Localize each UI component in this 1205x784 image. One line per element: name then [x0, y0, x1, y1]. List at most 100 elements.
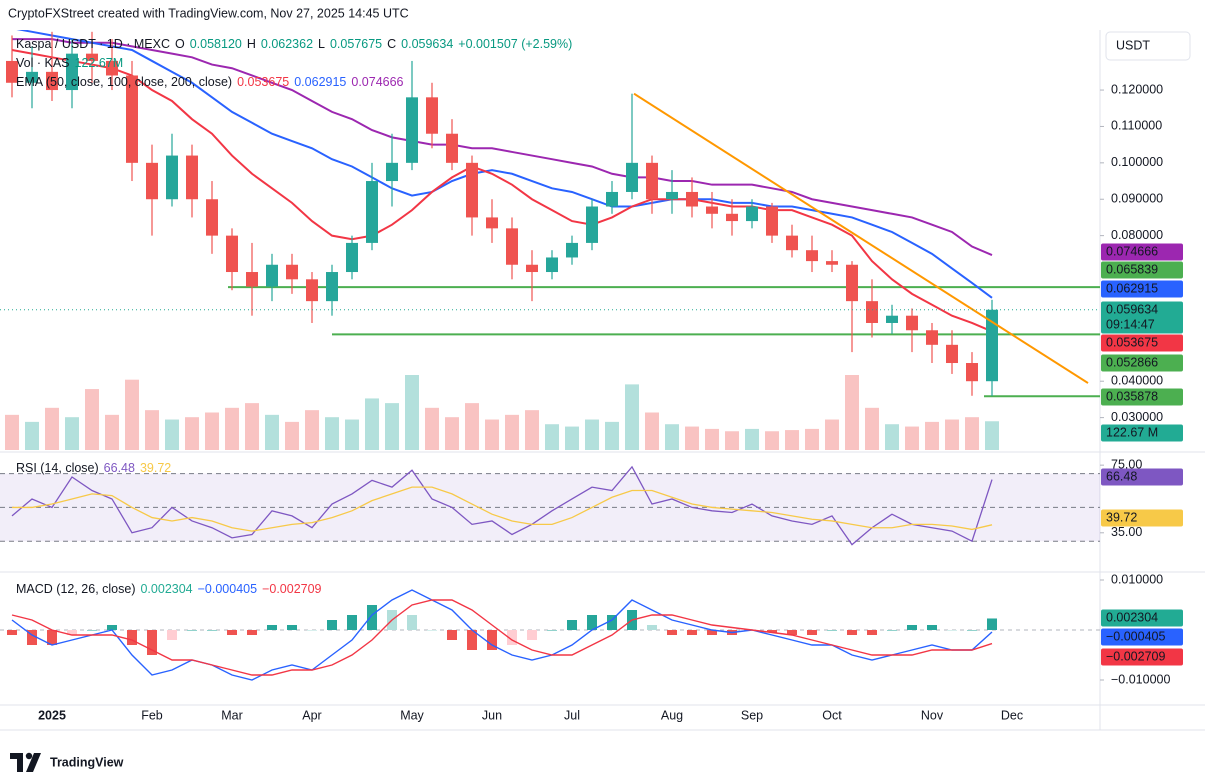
candle-body [366, 181, 378, 243]
price-badge-label: 0.053675 [1106, 335, 1158, 349]
macd-histogram-bar [867, 630, 877, 635]
x-tick-label: Jun [482, 708, 502, 722]
candle-body [906, 315, 918, 331]
rsi-line [12, 486, 993, 532]
y-tick-label: 0.040000 [1111, 374, 1163, 388]
legend-item: O [175, 37, 185, 51]
candle-body [186, 155, 198, 200]
candle-body [646, 162, 658, 200]
price-badge [1101, 388, 1183, 406]
legend-line: Kaspa / USDT · 1D · MEXC O 0.058120 H 0.0623… [16, 37, 572, 51]
macd-histogram-bar [187, 630, 197, 631]
price-badge [1101, 648, 1183, 666]
legend-line: EMA (50, close, 100, close, 200, close) 0… [16, 75, 404, 89]
volume-bar [665, 424, 679, 450]
candle-body [966, 363, 978, 382]
candle-body [86, 53, 98, 61]
candle-body [726, 213, 738, 222]
candle-body [886, 315, 898, 323]
volume-bar [385, 403, 399, 450]
macd-line [11, 589, 993, 681]
x-tick-label: Oct [822, 708, 842, 722]
price-badge-label: 0.065839 [1106, 262, 1158, 276]
volume-bar [205, 412, 219, 450]
volume-bar [5, 414, 19, 450]
volume-bar [605, 421, 619, 450]
legend-item: RSI (14, close) [16, 461, 99, 475]
candle-body [386, 162, 398, 182]
candle-body [346, 242, 358, 273]
volume-bar [805, 428, 819, 450]
candle-body [746, 206, 758, 222]
macd-histogram-bar [687, 630, 697, 635]
macd-histogram-bar [967, 630, 977, 631]
candle-body [786, 235, 798, 251]
volume-bar [905, 426, 919, 450]
price-badge [1101, 509, 1183, 527]
candle-body [866, 301, 878, 323]
macd-histogram-bar [327, 620, 337, 630]
candle-body [146, 162, 158, 200]
volume-bar [525, 410, 539, 450]
macd-histogram-bar [707, 630, 717, 635]
legend-item: +0.001507 (+2.59%) [458, 37, 572, 51]
macd-histogram-bar [227, 630, 237, 635]
x-tick-label: Nov [921, 708, 944, 722]
ema-line [16, 30, 993, 299]
candle-body [566, 242, 578, 258]
y-tick-label: 75.00 [1111, 457, 1142, 471]
volume-bar [405, 375, 419, 450]
ema-line [11, 49, 993, 333]
price-badge-label: 39.72 [1106, 510, 1137, 524]
macd-histogram-bar [107, 625, 117, 630]
candle-body [626, 162, 638, 192]
volume-bar [985, 421, 999, 450]
credit: CryptoFXStreet created with TradingView.… [8, 6, 409, 20]
macd-histogram-bar [287, 625, 297, 630]
brand-logo [10, 752, 41, 772]
macd-histogram-bar [407, 615, 417, 630]
volume-bar [825, 419, 839, 450]
candle-body [826, 261, 838, 265]
price-badge [1101, 424, 1183, 442]
volume-bar [945, 419, 959, 450]
candle-body [166, 155, 178, 200]
currency-box[interactable] [1105, 31, 1191, 61]
ema-line [12, 38, 993, 256]
volume-bar [965, 417, 979, 450]
x-tick-label: Sep [741, 708, 763, 722]
rsi-line [11, 465, 993, 546]
price-badge-label: 0.002304 [1106, 610, 1158, 624]
price-badge [1101, 261, 1183, 279]
macd-histogram-bar [547, 630, 557, 631]
macd-histogram-bar [907, 625, 917, 630]
volume-bar [445, 417, 459, 450]
legend-item: Vol · KAS [16, 56, 70, 70]
macd-histogram-bar [147, 630, 157, 655]
currency: USDT [1116, 38, 1150, 52]
legend-item: 0.062915 [294, 75, 346, 89]
volume-bar [425, 407, 439, 450]
y-tick-label: 0.120000 [1111, 82, 1163, 96]
volume-bar [245, 403, 259, 450]
volume-bar [565, 426, 579, 450]
price-pane [0, 30, 1100, 450]
legend-item: 0.002304 [140, 582, 192, 596]
volume-bar [865, 407, 879, 450]
rsi-pane [0, 465, 1100, 546]
macd-histogram-bar [767, 630, 777, 633]
volume-bar [305, 410, 319, 450]
macd-histogram-bar [467, 630, 477, 650]
macd-histogram-bar [167, 630, 177, 640]
volume-bar [165, 419, 179, 450]
macd-histogram-bar [827, 630, 837, 631]
macd-histogram-bar [427, 630, 437, 631]
price-badge-label: −0.002709 [1106, 649, 1165, 663]
candle-body [546, 257, 558, 273]
price-badge-label: 0.052866 [1106, 355, 1158, 369]
price-badge [1101, 301, 1183, 334]
volume-bar [725, 431, 739, 450]
macd-histogram-bar [367, 605, 377, 630]
